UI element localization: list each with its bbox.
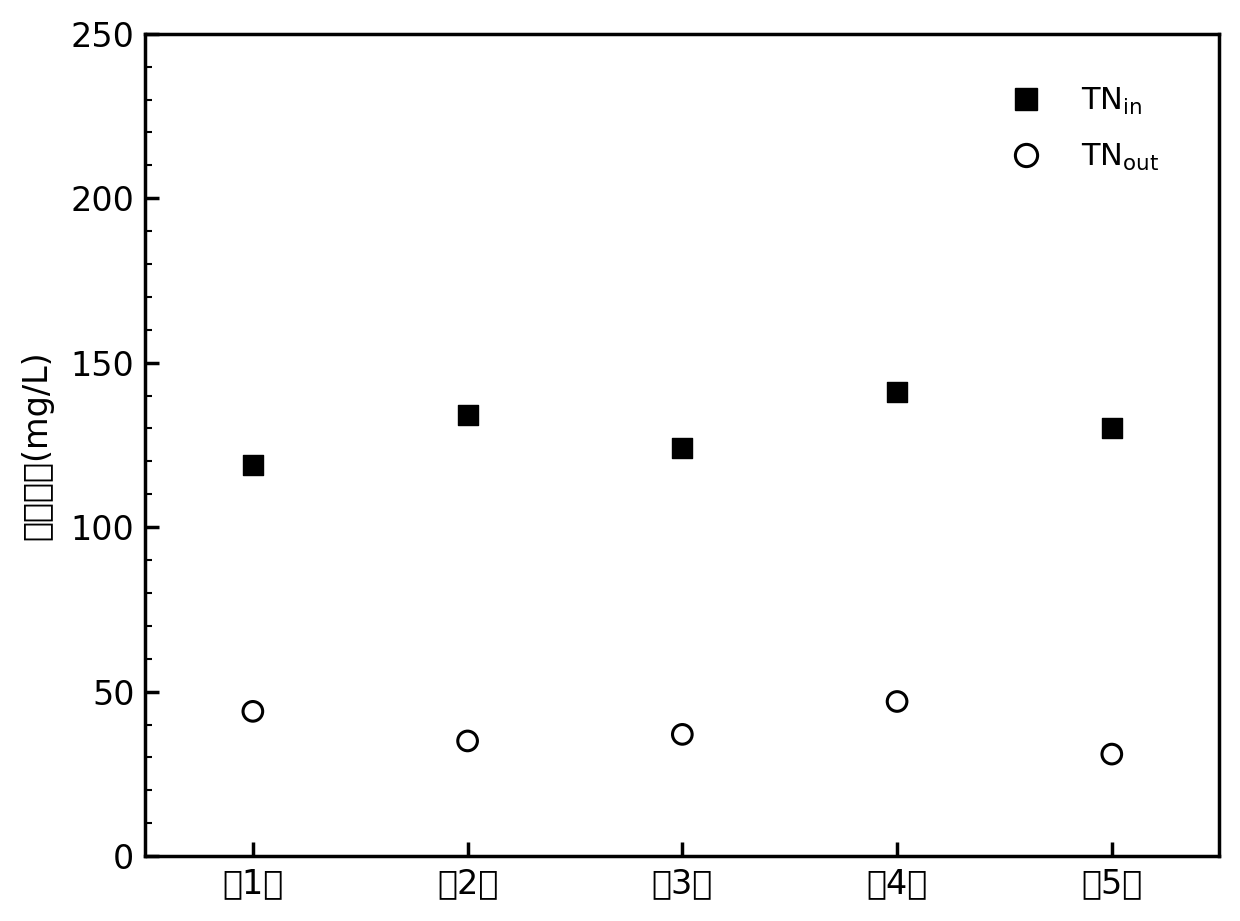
Point (1102, 747, 1122, 762)
Point (243, 704, 263, 718)
Point (672, 441, 692, 456)
Point (672, 727, 692, 741)
Point (243, 458, 263, 472)
Point (887, 694, 906, 709)
Point (458, 408, 477, 423)
Point (458, 733, 477, 748)
Y-axis label: 总氮浓度(mg/L): 总氮浓度(mg/L) (21, 350, 53, 540)
Legend: TN$_{\rm in}$, TN$_{\rm out}$: TN$_{\rm in}$, TN$_{\rm out}$ (983, 74, 1172, 185)
Point (887, 385, 906, 400)
Point (1102, 421, 1122, 436)
